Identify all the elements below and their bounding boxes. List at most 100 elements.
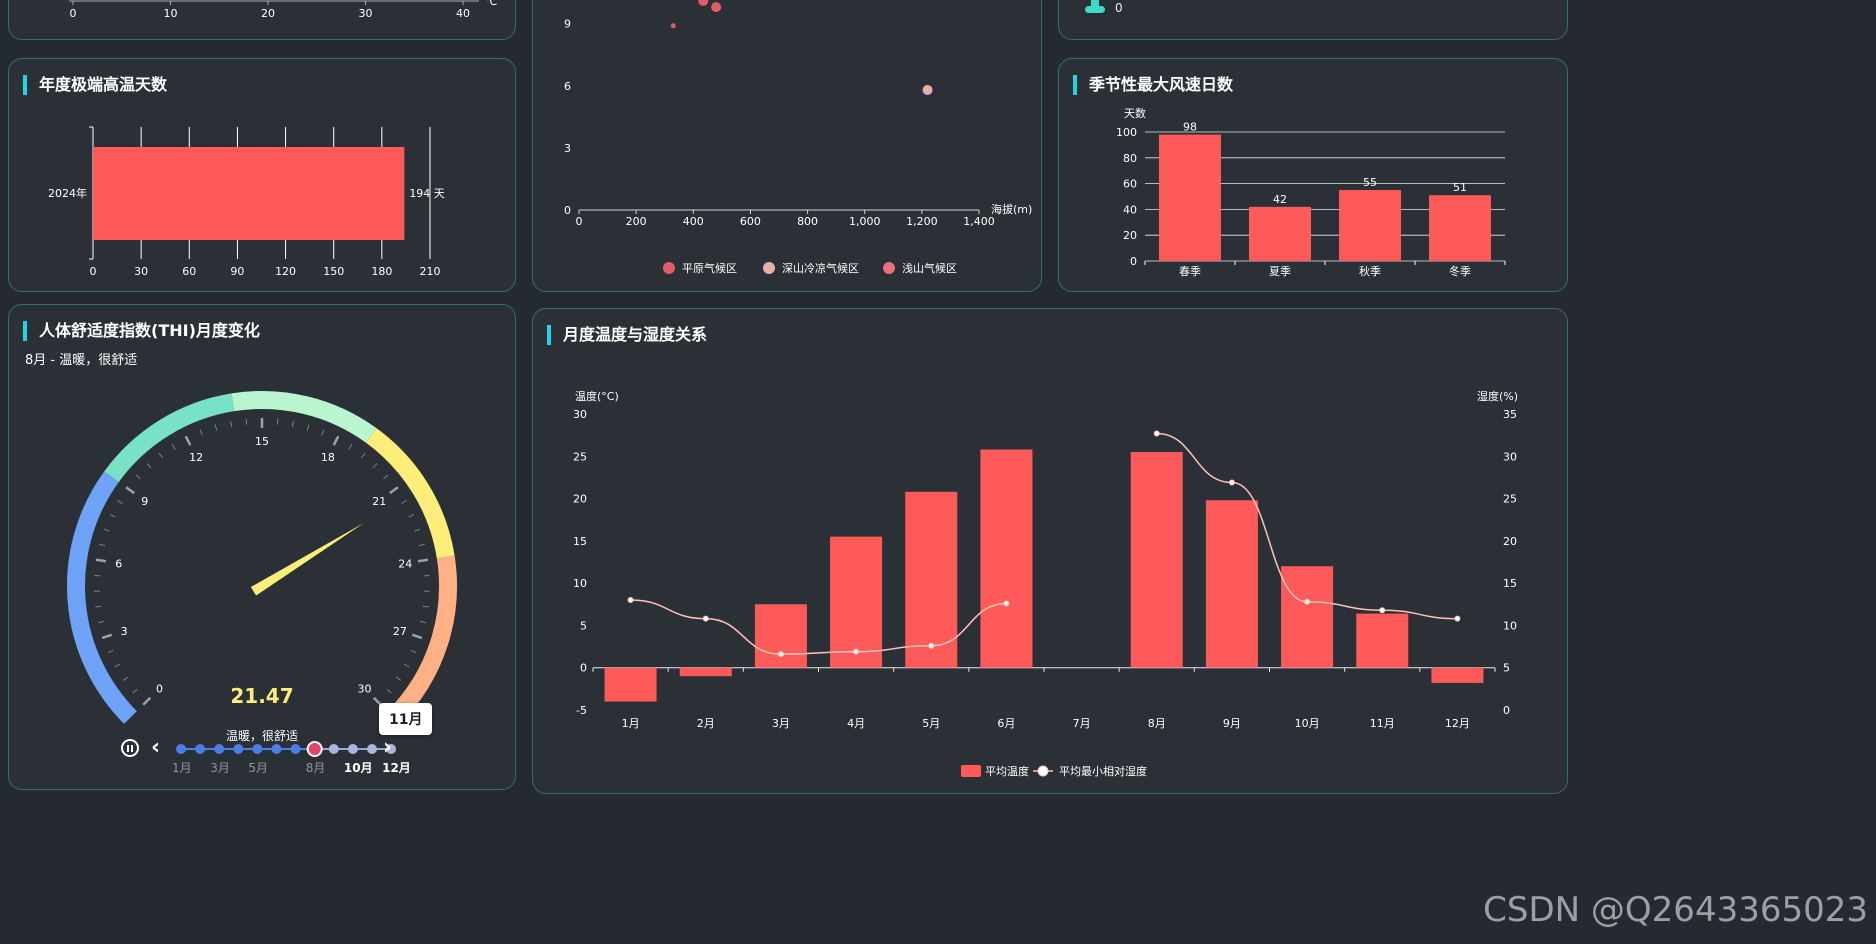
timeline-dot (195, 744, 206, 754)
th-humidity-point (1379, 607, 1386, 614)
th-humidity-point (928, 642, 935, 649)
timeline-dot (214, 744, 225, 754)
timeline-dot (328, 744, 339, 754)
th-right-tick-label: 30 (1503, 450, 1517, 463)
gauge-major-tick (184, 435, 192, 446)
th-humidity-line (630, 599, 1007, 655)
heat-x-tick-label: 90 (230, 265, 244, 278)
timeline-month-label[interactable]: 1月 (172, 761, 192, 775)
scatter-point (922, 84, 933, 95)
scatter-point (670, 23, 676, 29)
scatter-legend-marker (663, 262, 675, 274)
wind-bar (1429, 195, 1491, 261)
th-humidity-point (1003, 600, 1010, 607)
th-right-tick-label: 15 (1503, 577, 1517, 590)
scatter-legend-label: 深山冷凉气候区 (782, 261, 859, 275)
timeline-month-label[interactable]: 10月 (343, 761, 373, 775)
th-humidity-point (777, 651, 784, 658)
thi-subtitle: 8月 - 温暖，很舒适 (25, 353, 138, 368)
wind-chart: 天数 0 20 40 60 80 100 98 春季 42 夏季 55 秋季 51 冬季 (1116, 107, 1506, 278)
gauge-minor-tick (408, 514, 415, 518)
gauge-detail: 温暖，很舒适 (226, 729, 298, 743)
th-category-label: 5月 (922, 717, 940, 730)
timeline-month-label[interactable]: 12月 (382, 761, 411, 775)
wind-y-tick-label: 60 (1123, 178, 1137, 191)
gauge-minor-tick (372, 463, 378, 469)
th-right-tick-label: 0 (1503, 704, 1510, 717)
extreme-heat-chart: 0 30 60 90 120 150 180 210 2024年 194 天 (48, 126, 445, 278)
wind-value-label: 55 (1363, 176, 1377, 189)
heat-x-tick-label: 30 (134, 265, 148, 278)
gauge-minor-tick (214, 424, 218, 431)
th-humidity-point (1454, 615, 1461, 622)
heat-x-tick-label: 150 (323, 265, 344, 278)
timeline-dot (176, 744, 186, 754)
scatter-y-tick-label: 3 (564, 142, 571, 155)
th-left-tick-label: 30 (573, 408, 587, 421)
timeline-prev-button[interactable]: ‹ (151, 735, 161, 760)
timeline-month-label[interactable]: 8月 (305, 761, 326, 775)
gauge-major-tick (125, 486, 135, 495)
wind-bar (1159, 134, 1221, 261)
top-right-panel: 0 (1058, 0, 1568, 40)
gauge-minor-tick (117, 500, 123, 504)
gauge-minor-tick (418, 543, 425, 547)
th-temp-bar (1281, 566, 1334, 668)
gauge-minor-tick (403, 663, 410, 668)
timeline-dot (347, 744, 358, 754)
watermark: CSDN @Q2643365023 (1483, 890, 1868, 930)
gauge-minor-tick (245, 418, 248, 425)
pause-icon (127, 745, 129, 752)
thi-panel: 人体舒适度指数(THI)月度变化 8月 - 温暖，很舒适 0 3 6 9 12 15 18 2… (8, 304, 516, 790)
top-left-axis: 0 10 20 30 40 ℃ (69, 0, 497, 20)
gauge-minor-tick (348, 443, 353, 450)
wind-y-tick-label: 80 (1123, 152, 1137, 165)
heat-category-label: 2024年 (48, 186, 87, 200)
wind-category-label: 冬季 (1449, 264, 1471, 278)
gauge-minor-tick (103, 528, 110, 532)
th-category-label: 1月 (622, 717, 640, 730)
th-left-axis-label: 温度(°C) (575, 389, 619, 403)
th-temp-bar (905, 491, 958, 668)
scatter-legend-label: 平原气候区 (682, 261, 737, 275)
gauge-major-tick (332, 435, 340, 446)
gauge-minor-tick (107, 649, 114, 654)
heat-bar (93, 147, 405, 240)
th-category-label: 8月 (1148, 717, 1166, 730)
gauge-tick-label: 9 (141, 495, 148, 508)
timeline-month-label[interactable]: 5月 (248, 761, 269, 775)
play-pause-button[interactable] (121, 739, 139, 757)
timeline-next-button[interactable]: › (383, 735, 393, 760)
gauge-tick-label: 30 (358, 683, 372, 696)
gauge-pointer (250, 522, 365, 596)
scatter-x-label: 海拔(m) (991, 202, 1032, 216)
scatter-point (698, 0, 709, 6)
th-right-tick-label: 35 (1503, 408, 1517, 421)
top-left-tick-label: 40 (456, 7, 470, 20)
wind-value-label: 98 (1183, 121, 1197, 134)
th-temp-bar (830, 536, 883, 668)
th-humidity-point (627, 597, 634, 604)
th-left-tick-label: 0 (580, 662, 587, 675)
timeline-track[interactable] (9, 733, 517, 773)
th-legend-line-dot (1037, 765, 1049, 777)
scatter-y-tick-label: 0 (564, 204, 571, 217)
timeline-month-label[interactable]: 3月 (210, 761, 230, 775)
gauge-minor-tick (95, 605, 102, 608)
top-right-value: 0 (1115, 1, 1123, 15)
th-temp-bar (1431, 667, 1484, 683)
gauge-minor-tick (158, 452, 164, 459)
timeline-dot (233, 744, 244, 754)
timeline-dot (367, 744, 377, 754)
gauge-tick-label: 15 (255, 435, 269, 448)
gauge-minor-tick (410, 649, 417, 654)
heat-x-tick-label: 0 (90, 265, 97, 278)
thermometer-icon (1085, 0, 1105, 13)
th-humidity-point (1304, 598, 1311, 605)
timeline-dot (386, 744, 397, 754)
gauge-minor-tick (360, 452, 366, 459)
th-temp-bar (604, 667, 657, 702)
gauge-minor-tick (199, 429, 203, 436)
gauge-minor-tick (401, 500, 407, 504)
scatter-y-tick-label: 6 (564, 80, 571, 93)
